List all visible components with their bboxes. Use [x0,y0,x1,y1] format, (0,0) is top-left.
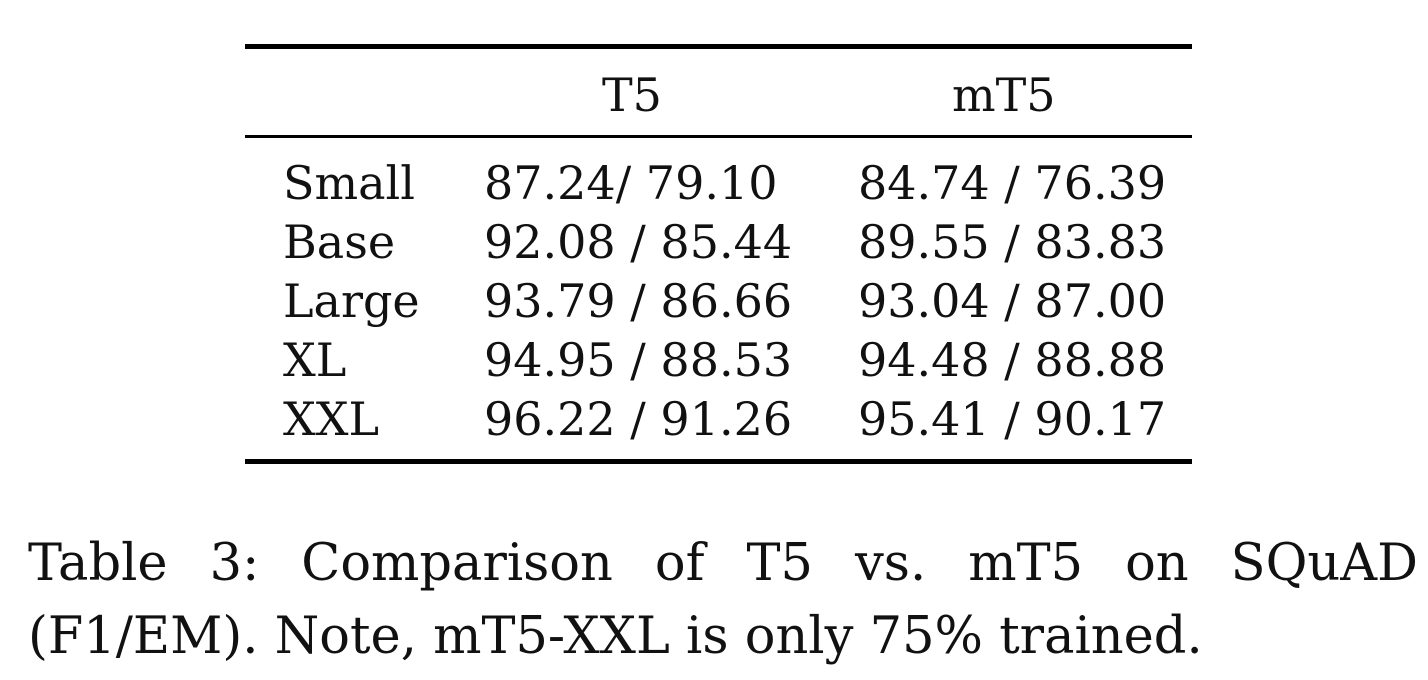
row-label-small: Small [283,156,415,210]
cell-t5-xl: 94.95 / 88.53 [484,333,793,387]
table-header-rule [245,135,1192,138]
table-bottom-rule [245,459,1192,464]
cell-t5-large: 93.79 / 86.66 [484,274,793,328]
column-header-t5: T5 [602,68,662,122]
caption-line-1: Table 3: Comparison of T5 vs. mT5 on SQu… [28,534,1418,593]
row-label-xl: XL [283,333,347,387]
row-label-large: Large [283,274,420,328]
row-label-xxl: XXL [283,392,380,446]
cell-mt5-small: 84.74 / 76.39 [858,156,1167,210]
cell-t5-small: 87.24/ 79.10 [484,156,778,210]
table-caption: Table 3: Comparison of T5 vs. mT5 on SQu… [28,528,1418,674]
cell-t5-base: 92.08 / 85.44 [484,215,793,269]
cell-t5-xxl: 96.22 / 91.26 [484,392,793,446]
row-label-base: Base [283,215,396,269]
caption-line-2: (F1/EM). Note, mT5-XXL is only 75% train… [28,606,1203,666]
column-header-mt5: mT5 [952,68,1056,122]
table-top-rule [245,44,1192,49]
cell-mt5-xl: 94.48 / 88.88 [858,333,1167,387]
cell-mt5-xxl: 95.41 / 90.17 [858,392,1167,446]
cell-mt5-large: 93.04 / 87.00 [858,274,1167,328]
cell-mt5-base: 89.55 / 83.83 [858,215,1167,269]
